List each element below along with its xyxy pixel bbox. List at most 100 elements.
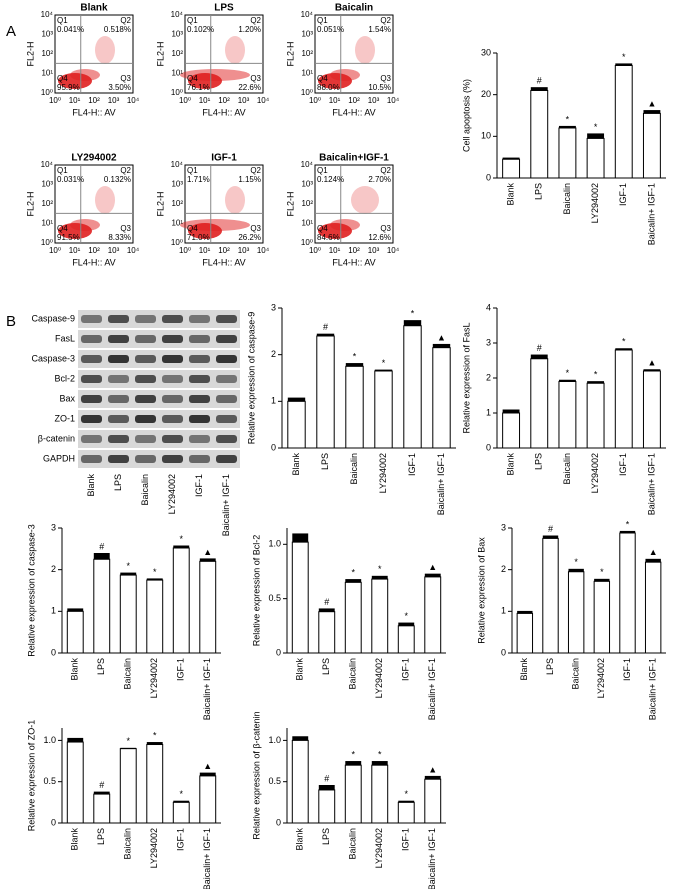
error-bar <box>173 800 190 803</box>
bar <box>397 801 415 824</box>
quadrant-percent: 0.041% <box>57 25 84 34</box>
y-tick-label: 10³ <box>41 180 53 189</box>
bar <box>642 370 661 449</box>
blot-band <box>135 455 156 463</box>
quadrant-percent: 1.20% <box>238 25 261 34</box>
blot-strip <box>78 350 240 368</box>
quadrant-name: Q3 <box>250 224 261 233</box>
significance-marker: # <box>323 322 328 332</box>
cell-cloud <box>351 186 379 214</box>
blot-band <box>108 395 129 403</box>
blot-band <box>108 355 129 363</box>
cell-cloud <box>330 69 360 81</box>
bar <box>146 579 164 654</box>
blot-strip <box>78 390 240 408</box>
x-tick-label: 10⁰ <box>49 246 61 255</box>
blot-band <box>81 415 102 423</box>
error-bar <box>587 133 605 139</box>
x-tick-label: Baicalin+ IGF-1 <box>202 658 212 720</box>
y-axis-label: Relative expression of caspase-9 <box>246 312 256 445</box>
blot-band <box>108 455 129 463</box>
y-tick-label: 0.5 <box>268 593 281 603</box>
significance-marker: * <box>126 736 130 746</box>
y-tick-label: 10¹ <box>41 219 53 228</box>
quadrant-name: Q3 <box>380 224 391 233</box>
blot-label: Caspase-9 <box>31 313 75 323</box>
lane-label: Blank <box>86 474 96 497</box>
blot-band <box>162 455 183 463</box>
bar <box>316 335 335 449</box>
blot-band <box>189 455 210 463</box>
x-tick-label: 10⁴ <box>257 96 270 105</box>
blot-band <box>189 335 210 343</box>
bar <box>567 571 585 654</box>
x-axis-label: FL4-H:: AV <box>72 107 115 117</box>
bar <box>502 158 521 179</box>
y-tick-label: 1 <box>271 396 276 406</box>
quadrant-name: Q3 <box>120 224 131 233</box>
quadrant-name: Q4 <box>187 74 198 83</box>
y-tick-label: 10¹ <box>41 69 53 78</box>
x-tick-label: IGF-1 <box>407 453 417 476</box>
y-tick-label: 10³ <box>171 30 183 39</box>
x-tick-label: 10³ <box>108 246 120 255</box>
x-tick-label: LPS <box>321 828 331 845</box>
y-tick-label: 0 <box>51 817 56 827</box>
y-tick-label: 10⁴ <box>41 160 54 169</box>
y-tick-label: 10² <box>171 49 183 58</box>
error-bar <box>398 800 415 803</box>
x-tick-label: Baicalin <box>571 658 581 690</box>
bar <box>403 325 422 449</box>
quadrant-name: Q1 <box>187 16 198 25</box>
cell-cloud <box>180 69 250 81</box>
error-bar <box>645 558 661 563</box>
blot-band <box>162 315 183 323</box>
significance-marker: * <box>382 358 386 368</box>
y-tick-label: 10⁴ <box>171 160 184 169</box>
error-bar <box>93 553 110 560</box>
lane-label: IGF-1 <box>194 474 204 497</box>
x-tick-label: LY294002 <box>590 453 600 493</box>
quadrant-name: Q4 <box>187 224 198 233</box>
significance-marker: # <box>99 780 104 790</box>
lane-label: Baicalin <box>140 474 150 506</box>
x-tick-label: IGF-1 <box>176 828 186 851</box>
y-tick-label: 10³ <box>301 180 313 189</box>
blot-band <box>162 395 183 403</box>
quadrant-percent: 88.0% <box>317 83 340 92</box>
blot-band <box>108 415 129 423</box>
y-tick-label: 10⁰ <box>301 238 313 247</box>
quadrant-percent: 95.9% <box>57 83 80 92</box>
x-tick-label: LY294002 <box>590 183 600 223</box>
error-bar <box>67 737 84 743</box>
x-tick-label: 10¹ <box>69 246 81 255</box>
bar <box>558 381 577 449</box>
lane-label: LPS <box>113 474 123 491</box>
quadrant-name: Q2 <box>120 166 131 175</box>
blot-strip <box>78 430 240 448</box>
x-tick-label: 10⁰ <box>309 246 321 255</box>
quadrant-percent: 84.6% <box>317 233 340 242</box>
significance-marker: * <box>351 749 355 759</box>
x-axis-label: FL4-H:: AV <box>332 107 375 117</box>
bar <box>291 541 309 654</box>
blot-band <box>189 355 210 363</box>
quadrant-name: Q4 <box>57 224 68 233</box>
x-tick-label: 10⁰ <box>179 246 191 255</box>
error-bar <box>67 608 84 612</box>
bar <box>371 764 389 824</box>
x-tick-label: Blank <box>505 453 515 476</box>
bar <box>199 775 217 824</box>
blot-band <box>162 375 183 383</box>
error-bar <box>558 125 576 128</box>
x-tick-label: Baicalin+ IGF-1 <box>436 453 446 515</box>
x-tick-label: LPS <box>534 183 544 200</box>
x-tick-label: Blank <box>505 183 515 206</box>
y-tick-label: 0 <box>486 172 491 182</box>
y-tick-label: 30 <box>481 47 491 57</box>
significance-marker: ▲ <box>203 547 212 557</box>
bar <box>586 382 605 449</box>
x-tick-label: IGF-1 <box>401 828 411 851</box>
blot-band <box>162 335 183 343</box>
